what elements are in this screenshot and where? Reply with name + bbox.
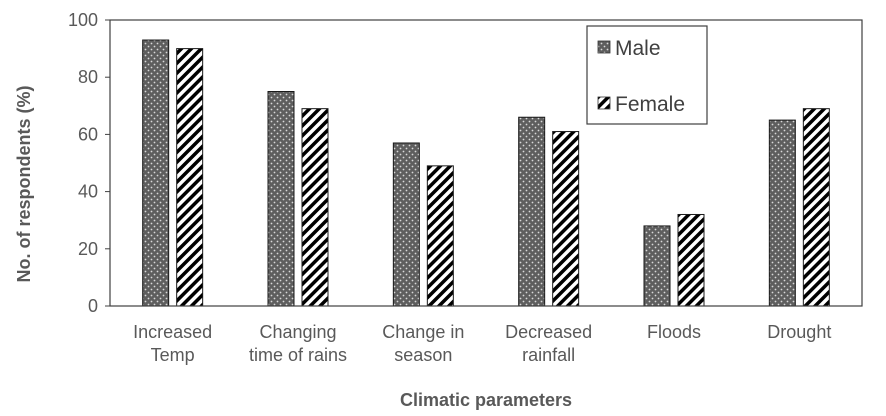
x-tick-label-line: Temp <box>151 345 195 365</box>
x-tick-label: Decreased rainfall <box>505 322 592 365</box>
x-tick-label: Changing time of rains <box>249 322 347 365</box>
legend-swatch-female <box>597 96 611 110</box>
bar-male-5 <box>768 119 796 307</box>
y-axis-label: No. of respondents (%) <box>14 85 34 282</box>
bar-female-5 <box>802 108 830 307</box>
legend-swatch-male <box>597 40 611 54</box>
bar-female-2 <box>426 165 454 307</box>
x-axis-ticks: Increased Temp Changing time of rains Change… <box>133 322 831 365</box>
bar-male-0 <box>142 39 170 307</box>
bars <box>142 39 830 307</box>
x-tick-label: Change in season <box>382 322 464 365</box>
y-tick-label: 100 <box>68 10 98 30</box>
bar-male-2 <box>392 142 420 307</box>
y-tick-label: 20 <box>78 239 98 259</box>
y-tick-label: 60 <box>78 124 98 144</box>
y-axis-ticks: 0 20 40 60 80 100 <box>68 10 110 316</box>
y-tick-label: 40 <box>78 182 98 202</box>
plot-area-frame <box>109 19 863 307</box>
bar-male-1 <box>267 91 295 307</box>
x-tick-label-line: Decreased <box>505 322 592 342</box>
x-axis-label: Climatic parameters <box>400 390 572 410</box>
legend: Male Female <box>586 25 708 125</box>
legend-label-female: Female <box>615 93 685 116</box>
bar-female-3 <box>552 131 580 307</box>
legend-label-male: Male <box>615 37 661 60</box>
bar-female-4 <box>677 213 705 307</box>
x-tick-label-line: time of rains <box>249 345 347 365</box>
x-tick-label-line: season <box>394 345 452 365</box>
x-tick-label-line: Changing <box>259 322 336 342</box>
x-tick-label-line: Change in <box>382 322 464 342</box>
x-tick-label-line: Increased <box>133 322 212 342</box>
x-tick-label: Increased Temp <box>133 322 212 365</box>
x-tick-label-line: Drought <box>767 322 831 342</box>
x-tick-label: Floods <box>647 322 701 342</box>
bar-female-0 <box>176 48 204 307</box>
bar-female-1 <box>301 108 329 307</box>
y-tick-label: 80 <box>78 67 98 87</box>
bar-male-4 <box>643 225 671 307</box>
x-tick-label: Drought <box>767 322 831 342</box>
x-tick-label-line: rainfall <box>522 345 575 365</box>
bar-male-3 <box>518 116 546 307</box>
y-tick-label: 0 <box>88 296 98 316</box>
x-tick-label-line: Floods <box>647 322 701 342</box>
